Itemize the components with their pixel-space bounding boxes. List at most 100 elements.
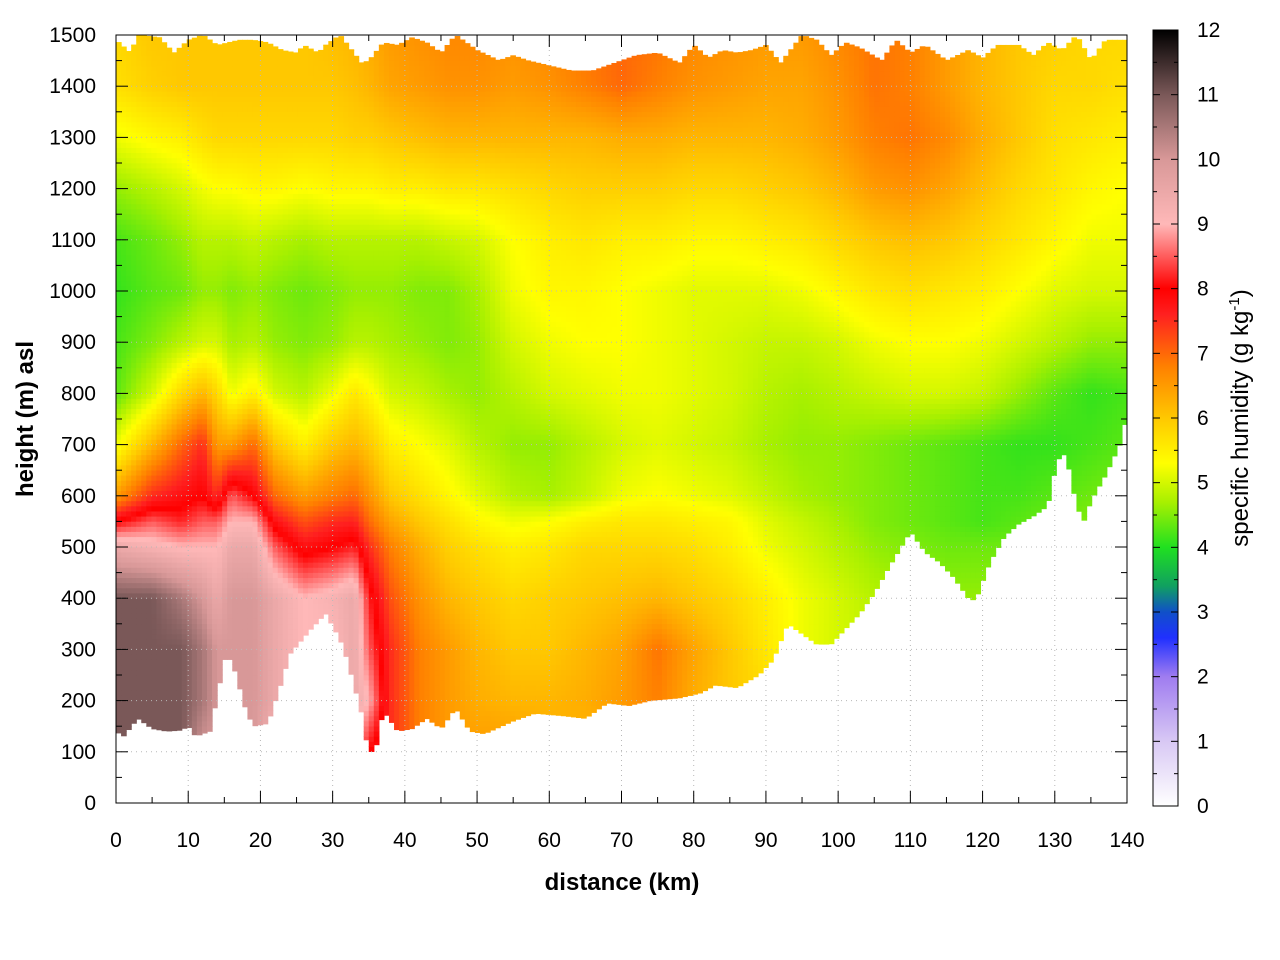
humidity-cell <box>151 55 158 61</box>
humidity-cell <box>171 326 178 333</box>
humidity-cell <box>232 219 238 225</box>
humidity-cell <box>181 475 188 481</box>
humidity-cell <box>217 234 223 241</box>
humidity-cell <box>181 705 188 712</box>
humidity-cell <box>176 60 183 67</box>
humidity-cell <box>237 413 243 420</box>
humidity-cell <box>136 659 142 666</box>
humidity-cell <box>156 234 163 241</box>
humidity-cell <box>257 234 264 241</box>
humidity-cell <box>141 152 147 159</box>
humidity-cell <box>237 50 243 56</box>
humidity-cell <box>282 265 289 271</box>
humidity-cell <box>146 403 152 410</box>
humidity-cell <box>156 116 163 123</box>
humidity-cell <box>176 65 183 72</box>
humidity-cell <box>206 464 213 471</box>
humidity-cell <box>186 152 193 159</box>
humidity-cell <box>252 705 259 712</box>
humidity-cell <box>126 679 132 686</box>
humidity-cell <box>181 628 188 635</box>
humidity-cell <box>247 439 254 445</box>
humidity-cell <box>222 101 228 107</box>
humidity-cell <box>262 613 269 619</box>
humidity-cell <box>267 326 274 333</box>
humidity-cell <box>227 480 233 486</box>
humidity-cell <box>156 91 163 97</box>
humidity-cell <box>181 50 188 56</box>
humidity-cell <box>242 490 249 497</box>
humidity-cell <box>252 347 259 353</box>
humidity-cell <box>131 331 137 338</box>
humidity-cell <box>242 188 249 195</box>
humidity-cell <box>191 316 198 323</box>
humidity-cell <box>156 341 163 348</box>
humidity-cell <box>131 669 137 676</box>
humidity-cell <box>297 495 304 502</box>
humidity-cell <box>247 295 254 302</box>
humidity-cell <box>262 664 269 671</box>
humidity-cell <box>186 710 193 717</box>
humidity-cell <box>247 188 254 195</box>
humidity-cell <box>141 316 147 323</box>
humidity-cell <box>287 428 294 435</box>
humidity-cell <box>227 464 233 471</box>
humidity-cell <box>131 679 137 686</box>
humidity-cell <box>308 613 314 619</box>
humidity-cell <box>171 623 178 630</box>
humidity-cell <box>161 515 168 522</box>
humidity-cell <box>267 254 274 261</box>
humidity-cell <box>156 249 163 256</box>
humidity-cell <box>181 551 188 558</box>
humidity-cell <box>242 162 249 169</box>
humidity-cell <box>247 469 254 476</box>
humidity-cell <box>247 608 254 614</box>
humidity-cell <box>161 536 168 543</box>
humidity-cell <box>227 306 233 312</box>
humidity-cell <box>217 495 223 502</box>
humidity-cell <box>303 295 309 302</box>
humidity-cell <box>303 434 309 440</box>
humidity-cell <box>237 643 243 650</box>
humidity-cell <box>237 649 243 655</box>
humidity-cell <box>186 536 193 543</box>
humidity-cell <box>181 393 188 399</box>
humidity-cell <box>277 500 284 507</box>
humidity-cell <box>237 382 243 389</box>
humidity-cell <box>181 398 188 404</box>
humidity-cell <box>262 116 269 123</box>
humidity-cell <box>131 715 137 722</box>
humidity-cell <box>196 80 203 87</box>
humidity-cell <box>151 444 158 451</box>
humidity-cell <box>303 336 309 343</box>
humidity-cell <box>257 562 264 568</box>
humidity-cell <box>186 531 193 538</box>
humidity-cell <box>217 398 223 404</box>
humidity-cell <box>196 39 203 46</box>
humidity-cell <box>227 505 233 512</box>
humidity-cell <box>186 705 193 712</box>
humidity-cell <box>146 131 152 138</box>
humidity-cell <box>186 403 193 410</box>
humidity-cell <box>131 505 137 512</box>
humidity-cell <box>242 613 249 619</box>
humidity-cell <box>156 485 163 491</box>
humidity-cell <box>171 485 178 491</box>
humidity-cell <box>212 556 218 563</box>
humidity-cell <box>247 490 254 497</box>
humidity-cell <box>252 290 259 297</box>
humidity-cell <box>227 592 233 599</box>
humidity-cell <box>277 469 284 476</box>
humidity-cell <box>126 137 132 143</box>
humidity-cell <box>292 65 299 72</box>
humidity-cell <box>292 295 299 302</box>
humidity-cell <box>201 582 208 589</box>
humidity-cell <box>272 377 279 384</box>
humidity-cell <box>126 434 132 440</box>
humidity-cell <box>212 562 218 568</box>
humidity-cell <box>161 679 168 686</box>
humidity-cell <box>166 116 173 123</box>
humidity-cell <box>272 592 279 599</box>
humidity-cell <box>303 582 309 589</box>
humidity-cell <box>252 193 259 200</box>
